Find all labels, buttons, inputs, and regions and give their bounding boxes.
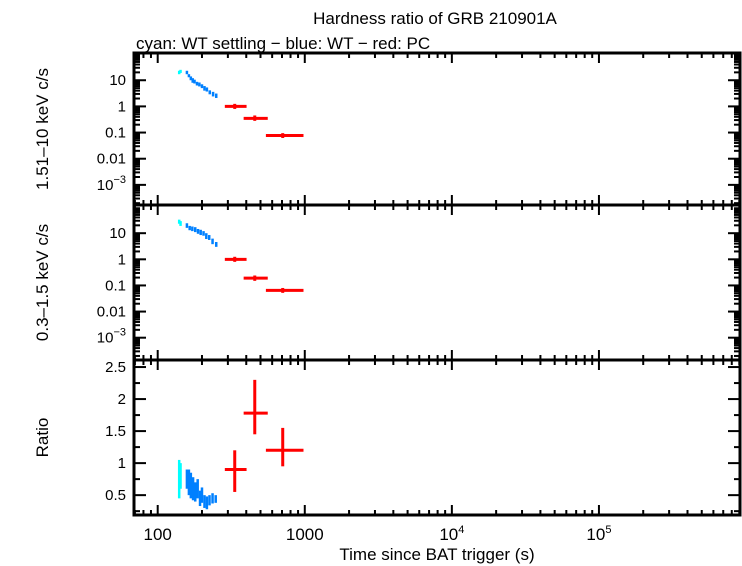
y-tick-label: 0.1 [105, 125, 126, 142]
panel-frame [132, 51, 742, 207]
y-tick-label: 10 [109, 72, 126, 89]
y-tick-label: 1 [118, 455, 126, 472]
y-tick-label: 1 [118, 251, 126, 268]
y-axis-label: 1.51–10 keV c/s [33, 68, 52, 190]
x-tick-label: 100 [144, 525, 172, 544]
y-tick-label: 1 [118, 98, 126, 115]
y-tick-label-sup: −3 [113, 174, 126, 186]
y-axis-label: 0.3–1.5 keV c/s [33, 224, 52, 341]
y-tick-label-sup: −3 [113, 327, 126, 339]
y-tick-label: 0.1 [105, 277, 126, 294]
chart-title: Hardness ratio of GRB 210901A [313, 9, 557, 28]
y-tick-label: 10−3 [97, 327, 126, 347]
y-tick-label: 10−3 [97, 174, 126, 194]
y-tick-label: 10 [109, 225, 126, 242]
panel-frame [132, 358, 742, 517]
x-tick-label-sup: 5 [605, 524, 611, 536]
x-axis-label: Time since BAT trigger (s) [339, 545, 534, 564]
panel-frame [132, 203, 742, 362]
y-tick-label: 2.5 [105, 359, 126, 376]
y-tick-label: 2 [118, 391, 126, 408]
x-tick-label: 1000 [286, 525, 324, 544]
chart-subtitle: cyan: WT settling − blue: WT − red: PC [136, 34, 430, 53]
x-tick-label: 105 [586, 524, 611, 544]
y-tick-label: 1.5 [105, 423, 126, 440]
x-tick-label: 104 [439, 524, 464, 544]
y-axis-label: Ratio [33, 418, 52, 458]
y-tick-label: 0.01 [97, 151, 126, 168]
y-tick-label: 0.5 [105, 487, 126, 504]
y-tick-label: 0.01 [97, 304, 126, 321]
x-tick-label-sup: 4 [458, 524, 464, 536]
